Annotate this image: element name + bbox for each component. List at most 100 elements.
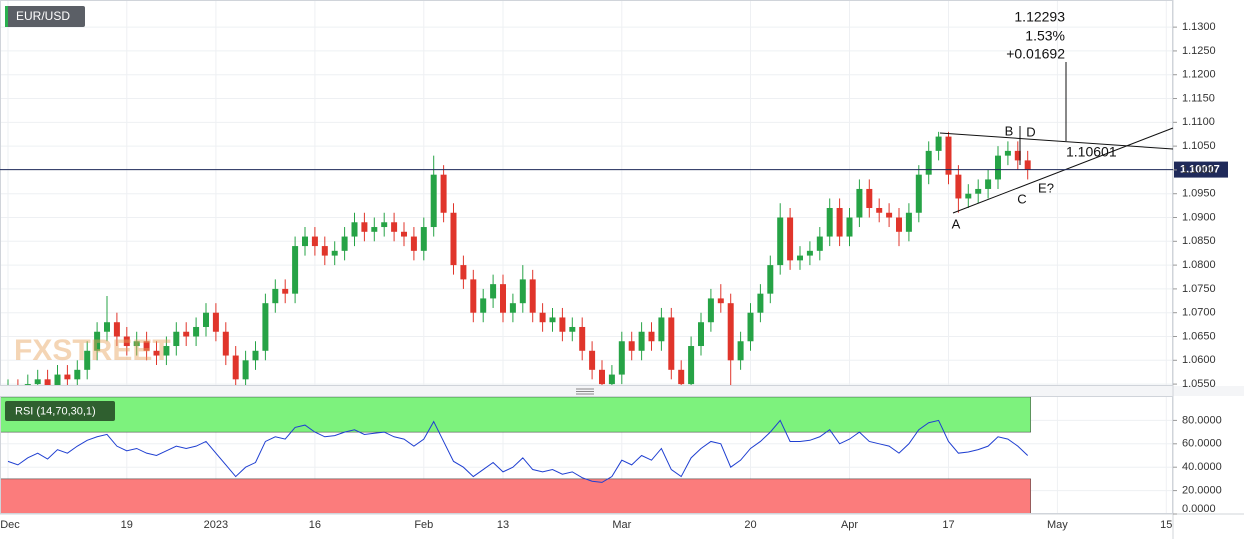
symbol: EUR/USD [16,9,70,23]
last-price: 1.10007 [0,161,1228,178]
candle-body [381,222,388,228]
last-price-label: 1.10007 [1180,163,1220,175]
x-tick-label: Mar [612,519,631,531]
candle-body [1014,150,1021,161]
candle-body [955,174,962,199]
candle-body [638,331,645,351]
x-tick-label: 2023 [204,519,228,531]
separator-handle[interactable] [576,388,594,395]
last-price-box [1174,161,1228,178]
candle-body [1024,160,1031,170]
candle-body [450,212,457,266]
candle-body [925,150,932,175]
candle-body [826,207,833,237]
candle-body [34,379,41,385]
price-annotation: 1.10601 [1066,144,1117,160]
candle-body [232,355,239,380]
candle-body [44,379,51,386]
candle-body [589,350,596,370]
candle-body [470,279,477,313]
symbol-badge[interactable]: EUR/USD [5,6,85,27]
candle-body [737,341,744,361]
rsi-zones [0,396,1031,515]
candle-body [351,222,358,237]
candle-body [816,236,823,251]
candle-body [371,227,378,232]
candle-body [717,298,724,304]
candle-body [836,207,843,237]
candle-body [569,326,576,332]
candle-body [203,312,209,327]
drawings [939,62,1174,214]
rsi-box [5,401,115,421]
candle-body [935,136,942,151]
candle-body [519,279,526,304]
candles [7,131,1031,386]
candle-body [886,212,893,218]
pane-separator [0,386,1244,396]
y-tick-label: 1.0850 [1182,235,1216,247]
candle-body [302,236,308,247]
candle-body [599,369,605,385]
candle-body [549,317,556,323]
y-tick-label: 1.0650 [1182,330,1216,342]
candle-body [500,284,506,313]
y-tick-label: 1.1200 [1182,69,1216,81]
y-tick-label: 1.0800 [1182,259,1216,271]
candle-body [965,193,972,199]
candle-body [440,174,447,213]
candle-body [797,255,803,261]
candle-body [747,312,754,342]
candle-body [282,288,289,294]
candle-body [787,217,794,261]
candle-body [668,317,675,370]
candle-body [252,350,259,361]
candle-body [757,293,764,313]
overbought-zone [0,396,1031,433]
y-tick-label: 1.1300 [1182,21,1216,33]
candle-body [945,136,952,175]
measure-change: +0.01692 [1006,46,1065,62]
candle-body [856,188,863,218]
y-tick-label: 80.0000 [1182,414,1222,426]
candle-body [272,288,279,304]
y-tick-label: 1.1150 [1182,92,1215,104]
candle-body [460,265,467,280]
candle-body [410,236,417,251]
measure-price: 1.12293 [1014,9,1065,25]
y-tick-label: 1.0600 [1182,354,1216,366]
candle-body [212,312,219,332]
y-tick-label: 1.1000 [1182,164,1216,176]
candle-body [113,322,120,337]
rsi-badge[interactable]: RSI (14,70,30,1) [5,401,115,421]
candle-body [74,369,81,380]
wave-label: D [1026,124,1035,139]
candle-body [905,212,912,232]
candle-body [995,155,1001,180]
candle-body [321,246,328,256]
upper-trendline [939,132,1174,150]
candle-body [54,374,61,386]
candle-body [658,317,665,342]
candle-body [915,174,922,213]
candle-body [143,341,150,351]
x-tick-label: 16 [309,519,321,531]
candle-body [104,322,110,332]
x-tick-label: Dec [0,519,20,531]
y-tick-label: 1.0750 [1182,283,1216,295]
rsi-line [7,419,1029,483]
candle-body [727,303,734,361]
candle-body [361,222,368,232]
y-tick-label: 1.1050 [1182,140,1216,152]
candle-body [896,217,902,232]
rsi-line [7,419,1029,483]
candle-body [975,188,982,194]
x-tick-label: 20 [744,519,756,531]
candle-body [608,374,615,385]
candle-body [876,207,883,213]
symbol-accent [5,6,8,27]
candle-body [391,222,398,232]
wave-label: A [952,216,961,231]
lower-trendline [952,127,1174,214]
